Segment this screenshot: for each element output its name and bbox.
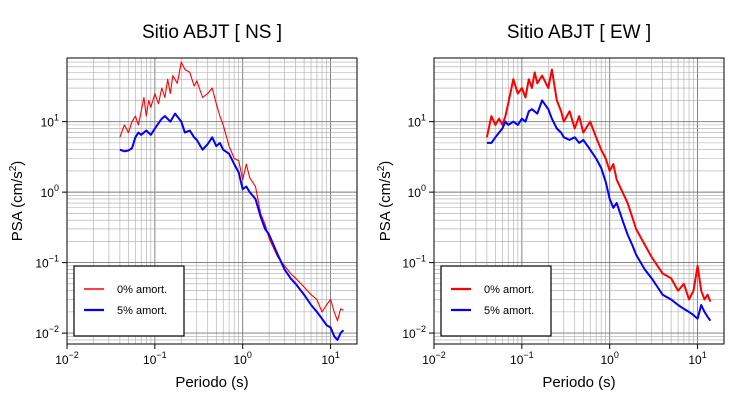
legend-label-0pct: 0% amort. [484,284,534,296]
legend: 0% amort. 5% amort. [73,265,185,337]
y-tick-exp: −2 [416,324,426,334]
x-tick-label: 10−1 [143,350,167,367]
series-line-5pct [486,99,712,322]
x-tick-exp: 0 [614,350,619,360]
x-tick-exp: −2 [436,350,446,360]
y-tick-base: 10 [402,327,416,341]
y-axis-label-sup: 2 [376,165,387,171]
x-tick-exp: −2 [69,350,79,360]
y-tick-exp: −1 [49,254,59,264]
series-group [119,61,345,341]
x-tick-label: 10−2 [55,350,79,367]
series-line-5pct [119,112,345,341]
chart-panel-ns: Sitio ABJT [ NS ] 10−2 10−1 100 101 10−210−… [8,22,358,391]
legend: 0% amort. 5% amort. [440,265,552,337]
y-tick-exp: 1 [421,113,426,123]
legend-label-5pct: 5% amort. [484,305,534,317]
x-tick-base: 10 [234,353,248,367]
x-tick-exp: −1 [523,350,533,360]
x-tick-base: 10 [143,353,157,367]
x-tick-label: 101 [321,350,339,367]
y-tick-exp: −1 [416,254,426,264]
legend-box [440,265,552,337]
x-ticks: 10−2 10−1 100 101 [422,344,707,367]
y-tick-exp: 0 [421,183,426,193]
x-tick-label: 10−1 [510,350,534,367]
chart-panel-ew: Sitio ABJT [ EW ] 10−2 10−1 100 101 10−210−… [376,22,725,391]
plot-frame [66,57,358,345]
y-tick-base: 10 [35,327,49,341]
plot-frame [433,57,725,345]
x-tick-label: 10−2 [422,350,446,367]
series-group [485,68,712,322]
x-axis-label: Periodo (s) [175,374,248,391]
y-tick-base: 10 [408,116,422,130]
x-tick-base: 10 [55,353,69,367]
legend-label-0pct: 0% amort. [117,284,167,296]
y-tick-label: 101 [41,113,59,130]
y-tick-label: 100 [408,183,426,200]
x-tick-exp: 1 [702,350,707,360]
y-tick-exp: −2 [49,324,59,334]
y-axis-label-suffix: ) [377,161,394,166]
x-tick-base: 10 [321,353,335,367]
y-tick-exp: 0 [54,183,59,193]
x-tick-exp: −1 [156,350,166,360]
chart-title: Sitio ABJT [ NS ] [142,22,282,43]
series-line-0pct [119,61,344,322]
x-ticks: 10−2 10−1 100 101 [55,344,340,367]
x-tick-exp: 0 [247,350,252,360]
y-axis-label: PSA (cm/s2) [8,161,26,242]
y-tick-label: 10−2 [402,324,426,341]
y-tick-base: 10 [41,186,55,200]
y-tick-label: 10−2 [35,324,59,341]
x-tick-base: 10 [510,353,524,367]
x-axis-label: Periodo (s) [542,374,615,391]
x-tick-label: 101 [688,350,706,367]
chart-title: Sitio ABJT [ EW ] [507,22,651,43]
y-tick-label: 100 [41,183,59,200]
y-tick-base: 10 [35,257,49,271]
y-tick-base: 10 [41,116,55,130]
legend-box [73,265,185,337]
y-axis-label-sup: 2 [8,165,19,171]
legend-label-5pct: 5% amort. [117,305,167,317]
y-axis-label-prefix: PSA (cm/s [9,171,26,241]
x-tick-label: 100 [234,350,252,367]
x-tick-base: 10 [688,353,702,367]
x-tick-label: 100 [601,350,619,367]
grid [433,57,725,345]
series-line-0pct [485,68,712,302]
y-axis-label-prefix: PSA (cm/s [377,171,394,241]
x-tick-exp: 1 [335,350,340,360]
y-tick-base: 10 [408,186,422,200]
y-tick-label: 10−1 [35,254,59,271]
x-tick-base: 10 [422,353,436,367]
y-axis-label: PSA (cm/s2) [376,161,394,242]
y-axis-label-suffix: ) [9,161,26,166]
y-tick-label: 101 [408,113,426,130]
y-tick-label: 10−1 [402,254,426,271]
x-tick-base: 10 [601,353,615,367]
y-tick-exp: 1 [54,113,59,123]
y-tick-base: 10 [402,257,416,271]
